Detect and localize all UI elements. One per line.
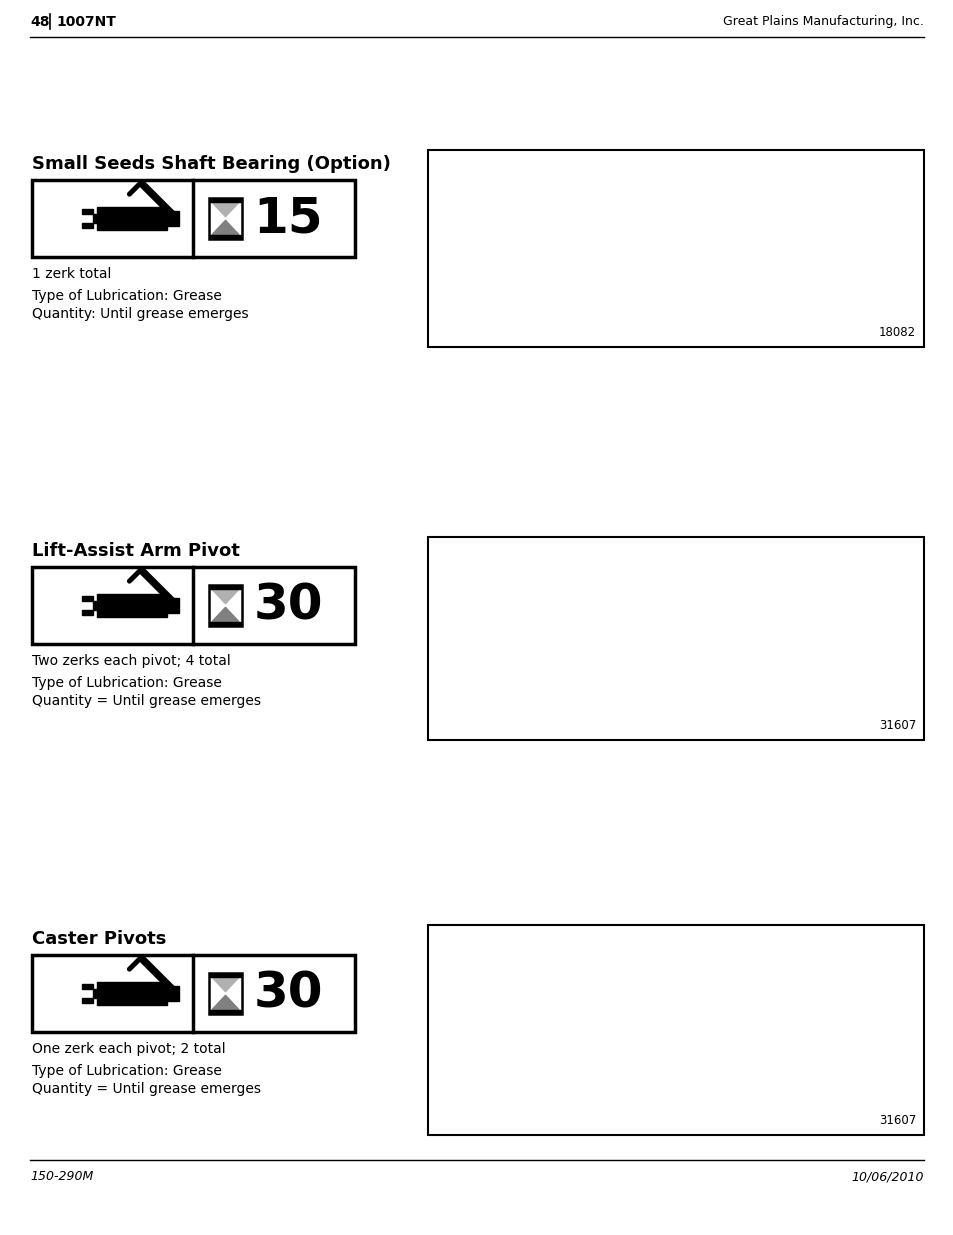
Text: Quantity: Until grease emerges: Quantity: Until grease emerges bbox=[32, 308, 249, 321]
Bar bbox=[428, 537, 923, 740]
Text: 150-290M: 150-290M bbox=[30, 1171, 93, 1183]
Text: Caster Pivots: Caster Pivots bbox=[32, 930, 166, 948]
Bar bbox=[82, 998, 92, 1003]
Text: Quantity = Until grease emerges: Quantity = Until grease emerges bbox=[32, 1082, 261, 1095]
Text: Type of Lubrication: Grease: Type of Lubrication: Grease bbox=[32, 1065, 222, 1078]
Bar bbox=[428, 925, 923, 1135]
Bar bbox=[82, 224, 92, 228]
Text: 18082: 18082 bbox=[878, 326, 915, 338]
Text: Quantity = Until grease emerges: Quantity = Until grease emerges bbox=[32, 694, 261, 708]
Bar bbox=[167, 211, 179, 226]
Bar bbox=[92, 214, 96, 224]
Text: Type of Lubrication: Grease: Type of Lubrication: Grease bbox=[32, 676, 222, 690]
Bar bbox=[82, 597, 92, 600]
Bar bbox=[96, 982, 167, 1005]
Bar bbox=[210, 1010, 240, 1013]
Bar bbox=[82, 610, 92, 615]
Text: Great Plains Manufacturing, Inc.: Great Plains Manufacturing, Inc. bbox=[722, 16, 923, 28]
Bar bbox=[210, 621, 240, 625]
Bar bbox=[209, 585, 241, 626]
Bar bbox=[209, 198, 241, 240]
Text: Small Seeds Shaft Bearing (Option): Small Seeds Shaft Bearing (Option) bbox=[32, 156, 391, 173]
Polygon shape bbox=[212, 995, 239, 1010]
Polygon shape bbox=[212, 589, 239, 604]
Bar bbox=[82, 984, 92, 988]
Text: Lift-Assist Arm Pivot: Lift-Assist Arm Pivot bbox=[32, 542, 239, 559]
Text: 1 zerk total: 1 zerk total bbox=[32, 267, 112, 282]
Text: 10/06/2010: 10/06/2010 bbox=[851, 1171, 923, 1183]
Bar bbox=[82, 209, 92, 214]
Polygon shape bbox=[212, 977, 239, 992]
Text: 30: 30 bbox=[253, 969, 323, 1018]
Bar bbox=[210, 235, 240, 238]
Bar bbox=[428, 149, 923, 347]
Bar bbox=[167, 986, 179, 1002]
Text: One zerk each pivot; 2 total: One zerk each pivot; 2 total bbox=[32, 1042, 226, 1056]
Polygon shape bbox=[212, 203, 239, 216]
Bar bbox=[96, 594, 167, 616]
Bar bbox=[92, 988, 96, 998]
Bar bbox=[32, 955, 355, 1032]
Bar bbox=[210, 585, 240, 589]
Text: 15: 15 bbox=[253, 194, 323, 242]
Text: Type of Lubrication: Grease: Type of Lubrication: Grease bbox=[32, 289, 222, 303]
Bar bbox=[210, 973, 240, 977]
Bar bbox=[209, 973, 241, 1014]
Polygon shape bbox=[212, 608, 239, 621]
Bar bbox=[210, 199, 240, 203]
Bar bbox=[167, 598, 179, 613]
Text: 1007NT: 1007NT bbox=[56, 15, 115, 28]
Text: 31607: 31607 bbox=[878, 719, 915, 732]
Bar bbox=[92, 600, 96, 610]
Text: 31607: 31607 bbox=[878, 1114, 915, 1128]
Text: 30: 30 bbox=[253, 582, 323, 630]
Bar bbox=[32, 180, 355, 257]
Text: Two zerks each pivot; 4 total: Two zerks each pivot; 4 total bbox=[32, 655, 231, 668]
Bar bbox=[32, 567, 355, 643]
Polygon shape bbox=[212, 220, 239, 235]
Text: 48: 48 bbox=[30, 15, 50, 28]
Bar bbox=[96, 207, 167, 230]
